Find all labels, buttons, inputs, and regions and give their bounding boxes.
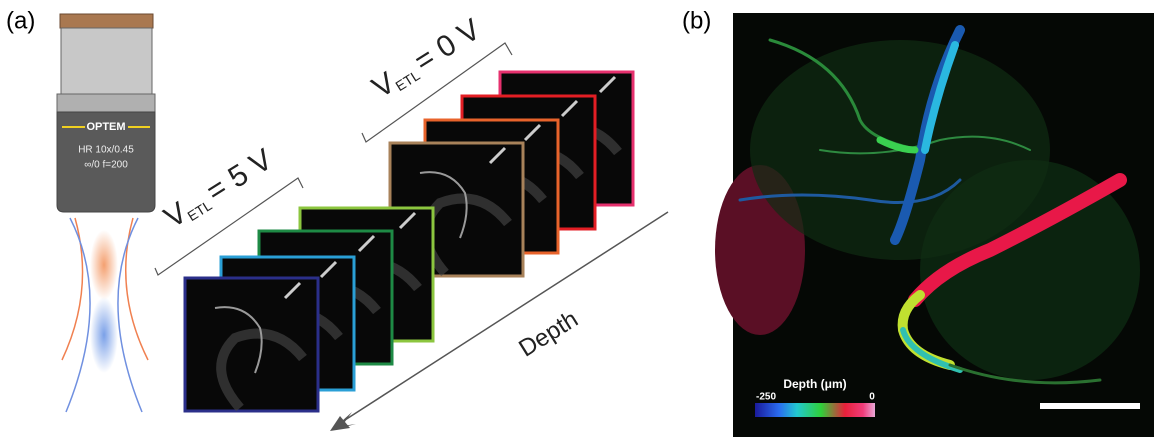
- voltage-value: = 0 V: [409, 13, 487, 79]
- panel-label: (a): [6, 7, 35, 34]
- figure: (a) OPTEM HR 10x/0.45 ∞/0 f=200 VETL= 5 …: [0, 0, 1154, 437]
- panel-label: (b): [682, 7, 711, 34]
- objective-brand: OPTEM: [86, 121, 125, 133]
- scale-bar: [1040, 403, 1140, 409]
- depth-image: [715, 13, 1154, 437]
- colorbar-max: 0: [869, 392, 875, 403]
- beam: [62, 218, 148, 412]
- image-stack: [185, 72, 633, 411]
- colorbar: [755, 403, 875, 417]
- image-frame: [185, 278, 318, 411]
- depth-label: Depth: [514, 306, 583, 363]
- objective: [57, 14, 155, 212]
- objective-spec: HR 10x/0.45: [78, 145, 134, 156]
- voltage-label: VETL= 5 V: [158, 143, 278, 235]
- voltage-value: = 5 V: [201, 143, 279, 209]
- colorbar-title: Depth (μm): [783, 377, 846, 391]
- objective-spec: ∞/0 f=200: [84, 160, 128, 171]
- colorbar-min: -250: [756, 392, 776, 403]
- voltage-label: VETL= 0 V: [366, 13, 486, 105]
